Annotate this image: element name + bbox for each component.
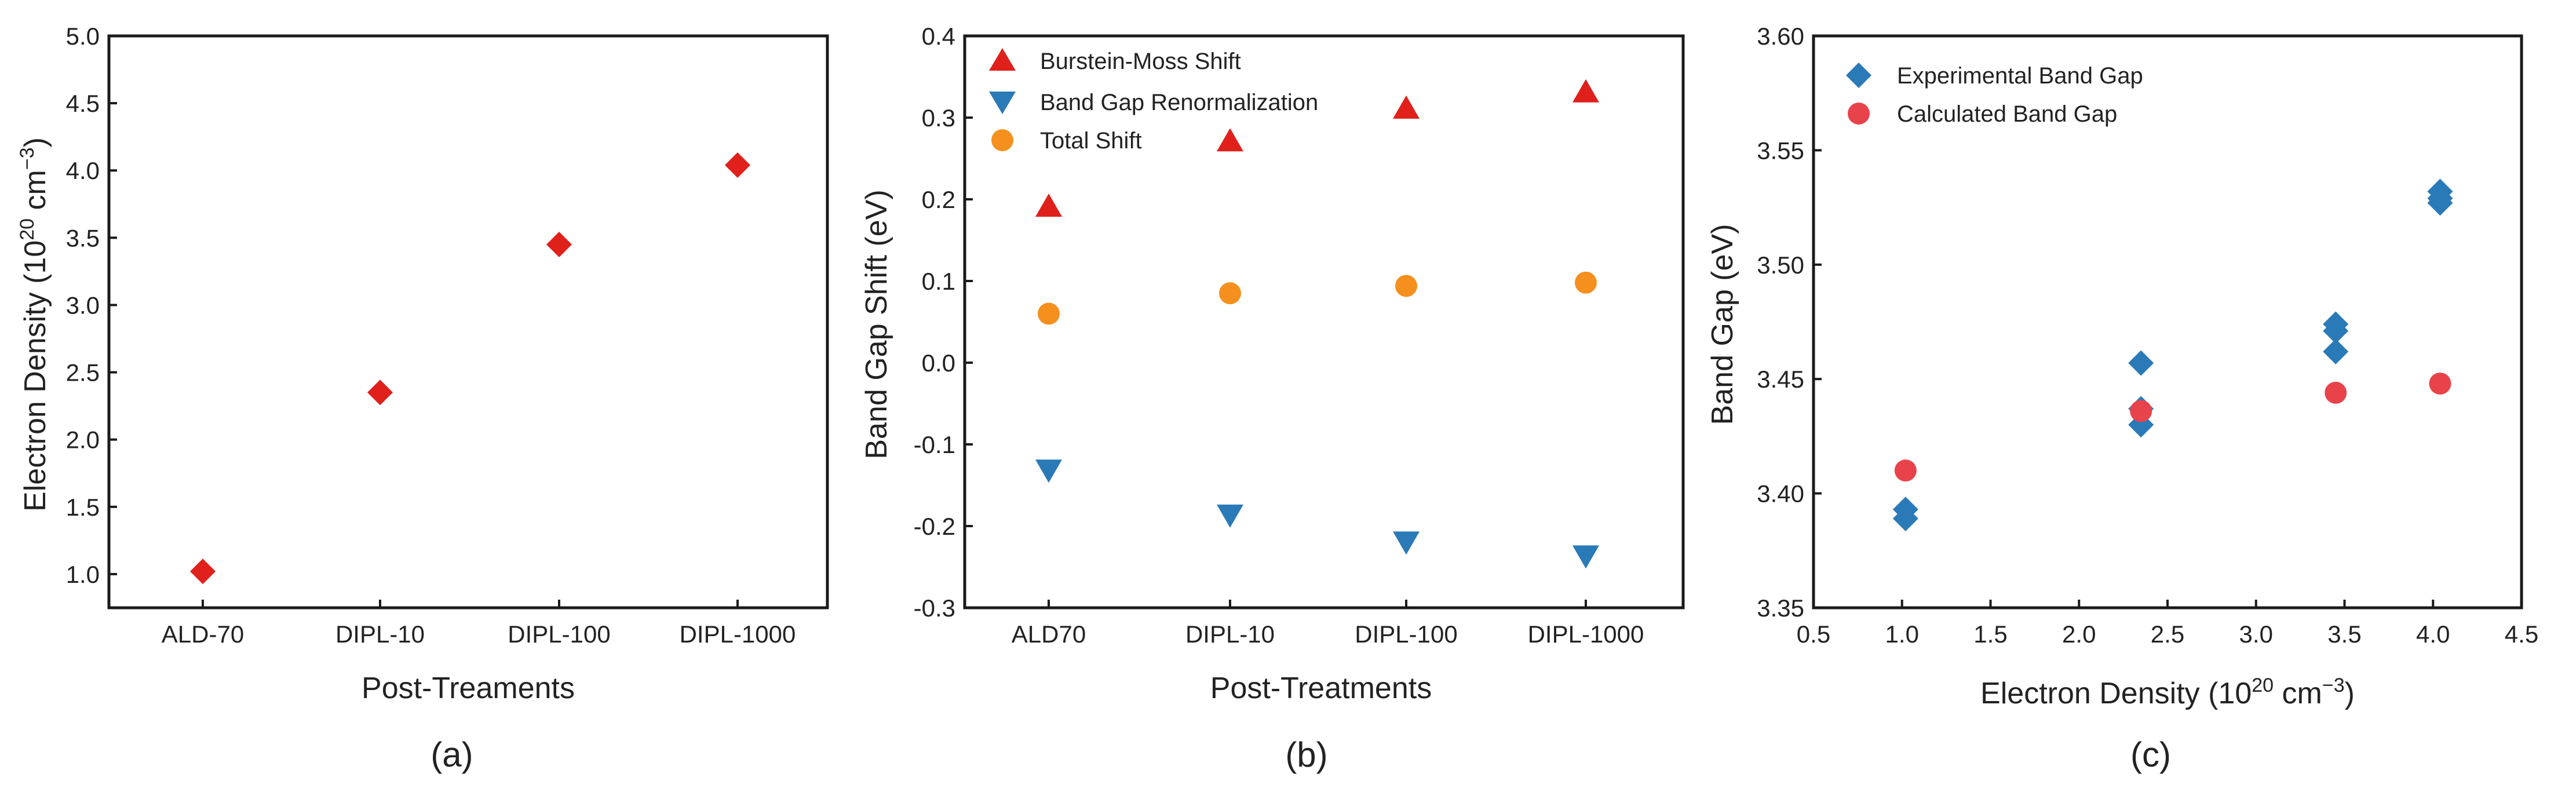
a-ytick-label-5: 3.5 — [66, 224, 100, 251]
c-xtick-label-5: 3.0 — [2239, 621, 2273, 648]
c-xtick-label-2: 1.5 — [1973, 621, 2007, 648]
b-point-burstein-moss-shift-dipl-1000 — [1572, 79, 1599, 103]
legend-renormalization-label: Band Gap Renormalization — [1040, 90, 1318, 115]
c-xtick-label-0: 0.5 — [1797, 621, 1830, 648]
b-point-total-shift-dipl-1000 — [1575, 271, 1597, 294]
legend-calculated-label: Calculated Band Gap — [1897, 101, 2117, 127]
legend-total-shift-label: Total Shift — [1040, 128, 1142, 154]
b-point-band-gap-renormalization-dipl-10 — [1217, 504, 1243, 528]
b-ytick-label-2: -0.1 — [914, 431, 955, 458]
b-ytick-label-6: 0.3 — [922, 104, 955, 132]
b-xtick-label-dipl-1000: DIPL-1000 — [1528, 621, 1644, 648]
panel-c-marks — [1892, 178, 2453, 532]
legend-burstein-moss-label: Burstein-Moss Shift — [1040, 49, 1241, 74]
legend-total-shift-marker — [991, 129, 1013, 151]
legend-calculated-marker — [1848, 103, 1870, 125]
a-point-electron-density-dipl-1000 — [725, 152, 750, 178]
a-xtick-label-dipl-100: DIPL-100 — [508, 621, 610, 648]
c-ytick-label-2: 3.45 — [1757, 366, 1804, 393]
b-point-total-shift-dipl-100 — [1395, 275, 1417, 297]
b-point-burstein-moss-shift-ald70 — [1035, 194, 1062, 217]
panel-b-ylabel: Band Gap Shift (eV) — [860, 189, 893, 459]
panel-a-xlabel: Post-Treaments — [362, 671, 575, 705]
a-point-electron-density-dipl-10 — [367, 379, 393, 406]
c-ytick-label-3: 3.50 — [1757, 251, 1804, 279]
b-xtick-label-dipl-100: DIPL-100 — [1355, 621, 1457, 648]
panel-a: 1.0 1.5 2.0 2.5 3.0 3.5 4.0 4.5 5.0 ALD-70 DIPL-10… — [16, 23, 829, 774]
panel-a-ylabel: Electron Density (1020 cm−3) — [16, 137, 52, 512]
c-point-calculated-band-gap-1 — [2130, 400, 2152, 422]
panel-a-frame — [107, 34, 829, 609]
panel-a-label: (a) — [430, 735, 473, 774]
panel-c-label: (c) — [2130, 735, 2171, 774]
a-ytick-label-3: 2.5 — [66, 359, 100, 386]
a-xtick-label-ald-70: ALD-70 — [162, 621, 244, 648]
a-point-electron-density-dipl-100 — [546, 231, 572, 257]
c-point-experimental-band-gap-2 — [2128, 350, 2154, 376]
panel-c-xlabel: Electron Density (1020 cm−3) — [1980, 674, 2355, 710]
a-ytick-label-2: 2.0 — [66, 426, 100, 454]
a-ytick-label-6: 4.0 — [66, 157, 100, 184]
b-point-total-shift-dipl-10 — [1219, 282, 1241, 305]
b-ytick-label-1: -0.2 — [914, 513, 955, 540]
b-point-total-shift-ald70 — [1038, 302, 1060, 325]
panel-c: 3.35 3.40 3.45 3.50 3.55 3.60 0.5 1.0 1.5 2.0 2.5 3… — [1706, 23, 2538, 774]
a-xtick-label-dipl-1000: DIPL-1000 — [680, 621, 796, 648]
c-point-calculated-band-gap-2 — [2325, 381, 2347, 404]
b-point-band-gap-renormalization-dipl-1000 — [1572, 545, 1599, 569]
legend-experimental-marker — [1846, 63, 1871, 88]
panel-a-marks — [190, 152, 750, 585]
a-ytick-label-8: 5.0 — [66, 23, 100, 50]
c-xtick-label-1: 1.0 — [1885, 621, 1919, 648]
c-point-experimental-band-gap-10 — [2427, 190, 2453, 216]
c-xtick-label-3: 2.0 — [2062, 621, 2096, 648]
b-point-burstein-moss-shift-dipl-10 — [1217, 128, 1243, 152]
b-xtick-label-ald70: ALD70 — [1012, 621, 1086, 648]
a-xtick-label-dipl-10: DIPL-10 — [335, 621, 425, 648]
panel-a-ticks: 1.0 1.5 2.0 2.5 3.0 3.5 4.0 4.5 5.0 ALD-70 DIPL-10… — [66, 23, 796, 648]
panel-b: -0.3 -0.2 -0.1 0.0 0.1 0.2 0.3 0.4 ALD70 DIPL-10 D… — [860, 23, 1685, 774]
b-ytick-label-3: 0.0 — [922, 349, 955, 377]
a-ytick-label-7: 4.5 — [66, 90, 100, 117]
b-ytick-label-5: 0.2 — [922, 186, 955, 213]
c-point-experimental-band-gap-1 — [1892, 506, 1918, 532]
b-point-burstein-moss-shift-dipl-100 — [1393, 95, 1420, 119]
b-xtick-label-dipl-10: DIPL-10 — [1185, 621, 1275, 648]
a-ytick-label-0: 1.0 — [66, 561, 100, 588]
c-point-experimental-band-gap-7 — [2323, 338, 2349, 364]
c-xtick-label-4: 2.5 — [2151, 621, 2184, 648]
b-point-band-gap-renormalization-dipl-100 — [1393, 531, 1420, 555]
legend-experimental-label: Experimental Band Gap — [1897, 63, 2143, 89]
panel-c-ticks: 3.35 3.40 3.45 3.50 3.55 3.60 0.5 1.0 1.5 2.0 2.5 3… — [1757, 23, 2538, 648]
c-xtick-label-8: 4.5 — [2505, 621, 2538, 648]
b-ytick-label-0: -0.3 — [914, 594, 955, 622]
panel-b-label: (b) — [1285, 735, 1327, 774]
panel-b-frame — [963, 34, 1685, 609]
c-point-calculated-band-gap-3 — [2429, 373, 2451, 395]
c-ytick-label-5: 3.60 — [1757, 23, 1804, 50]
panel-b-legend: Burstein-Moss Shift Band Gap Renormaliza… — [989, 48, 1318, 154]
c-ytick-label-4: 3.55 — [1757, 137, 1804, 164]
b-point-band-gap-renormalization-ald70 — [1035, 459, 1062, 483]
b-ytick-label-4: 0.1 — [922, 268, 955, 295]
legend-renormalization-marker — [989, 92, 1016, 114]
c-ytick-label-1: 3.40 — [1757, 480, 1804, 508]
panel-b-xlabel: Post-Treatments — [1210, 671, 1432, 705]
panel-b-marks — [1035, 79, 1599, 569]
c-point-experimental-band-gap-6 — [2323, 318, 2349, 344]
c-xtick-label-6: 3.5 — [2327, 621, 2361, 648]
panel-c-legend: Experimental Band Gap Calculated Band Ga… — [1846, 63, 2143, 127]
c-point-calculated-band-gap-0 — [1894, 459, 1917, 482]
a-point-electron-density-ald-70 — [190, 559, 216, 585]
b-ytick-label-7: 0.4 — [922, 23, 955, 50]
c-ytick-label-0: 3.35 — [1757, 594, 1804, 622]
panel-b-ticks: -0.3 -0.2 -0.1 0.0 0.1 0.2 0.3 0.4 ALD70 DIPL-10 D… — [914, 23, 1644, 648]
panel-c-ylabel: Band Gap (eV) — [1706, 224, 1739, 425]
a-ytick-label-1: 1.5 — [66, 494, 100, 521]
legend-burstein-moss-marker — [989, 48, 1016, 71]
a-ytick-label-4: 3.0 — [66, 291, 100, 319]
c-xtick-label-7: 4.0 — [2416, 621, 2450, 648]
panel-c-frame — [1812, 34, 2523, 609]
